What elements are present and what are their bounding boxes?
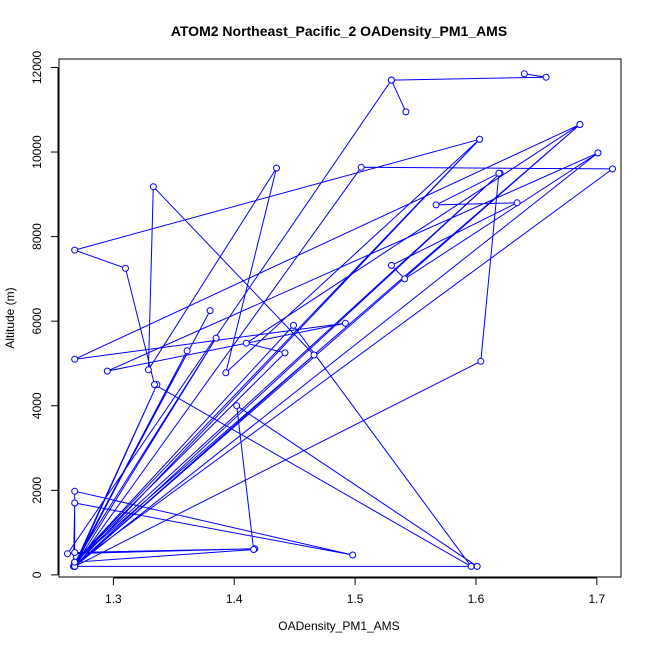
x-tick-label: 1.6: [468, 592, 485, 606]
data-point: [144, 366, 152, 374]
data-point: [273, 164, 280, 172]
y-tick-label: 12000: [30, 50, 44, 84]
data-point: [401, 275, 409, 283]
data-point: [242, 339, 250, 347]
data-point: [103, 367, 111, 375]
data-point: [467, 562, 475, 570]
data-point: [310, 351, 318, 359]
data-point: [341, 319, 349, 327]
data-point: [71, 499, 79, 507]
data-point: [183, 347, 191, 355]
data-point: [542, 73, 550, 81]
data-point: [476, 135, 484, 143]
y-tick-label: 10000: [30, 135, 44, 169]
x-tick-label: 1.5: [347, 592, 364, 606]
y-tick-label: 8000: [30, 223, 44, 250]
data-point: [513, 199, 521, 207]
data-point: [432, 201, 440, 209]
series-line: [390, 79, 407, 113]
x-tick-label: 1.3: [105, 592, 122, 606]
data-point: [477, 357, 485, 365]
data-point: [290, 321, 297, 329]
y-tick-label: 0: [30, 571, 44, 578]
data-point: [71, 487, 79, 495]
data-point: [64, 550, 71, 558]
data-point: [387, 261, 395, 269]
y-tick-label: 2000: [30, 477, 44, 504]
data-point: [71, 355, 79, 363]
data-point: [151, 381, 158, 389]
data-point: [233, 402, 241, 410]
y-tick-label: 4000: [30, 392, 44, 419]
data-point: [609, 165, 616, 173]
data-point: [71, 558, 79, 566]
data-point: [402, 108, 410, 116]
data-point: [473, 562, 481, 570]
data-point: [576, 121, 584, 128]
data-point: [495, 169, 503, 177]
x-axis: 1.3 1.4 1.5 1.6 1.7: [105, 577, 605, 606]
data-point: [71, 246, 79, 254]
series-line: [66, 73, 615, 567]
data-point: [387, 76, 395, 84]
data-point: [520, 70, 528, 78]
series-layer: [64, 70, 616, 570]
data-point: [357, 163, 365, 171]
data-point: [212, 334, 220, 342]
x-tick-label: 1.7: [588, 592, 605, 606]
chart-title: ATOM2 Northeast_Pacific_2 OADensity_PM1_…: [171, 23, 507, 39]
data-point: [206, 307, 214, 315]
data-point: [122, 264, 129, 272]
x-tick-label: 1.4: [226, 592, 243, 606]
data-point: [594, 149, 602, 157]
data-point: [281, 349, 289, 357]
y-axis-label: Altitude (m): [3, 287, 17, 348]
x-axis-label: OADensity_PM1_AMS: [278, 619, 399, 633]
plot-area: [58, 58, 622, 578]
data-point: [222, 369, 230, 377]
y-axis: 0 2000 4000 6000 8000 10000 12000: [30, 50, 59, 578]
data-point: [250, 546, 258, 553]
data-point: [149, 183, 157, 191]
data-point: [349, 551, 357, 559]
y-tick-label: 6000: [30, 308, 44, 335]
plot-frame: [58, 58, 622, 578]
data-point: [71, 549, 79, 556]
